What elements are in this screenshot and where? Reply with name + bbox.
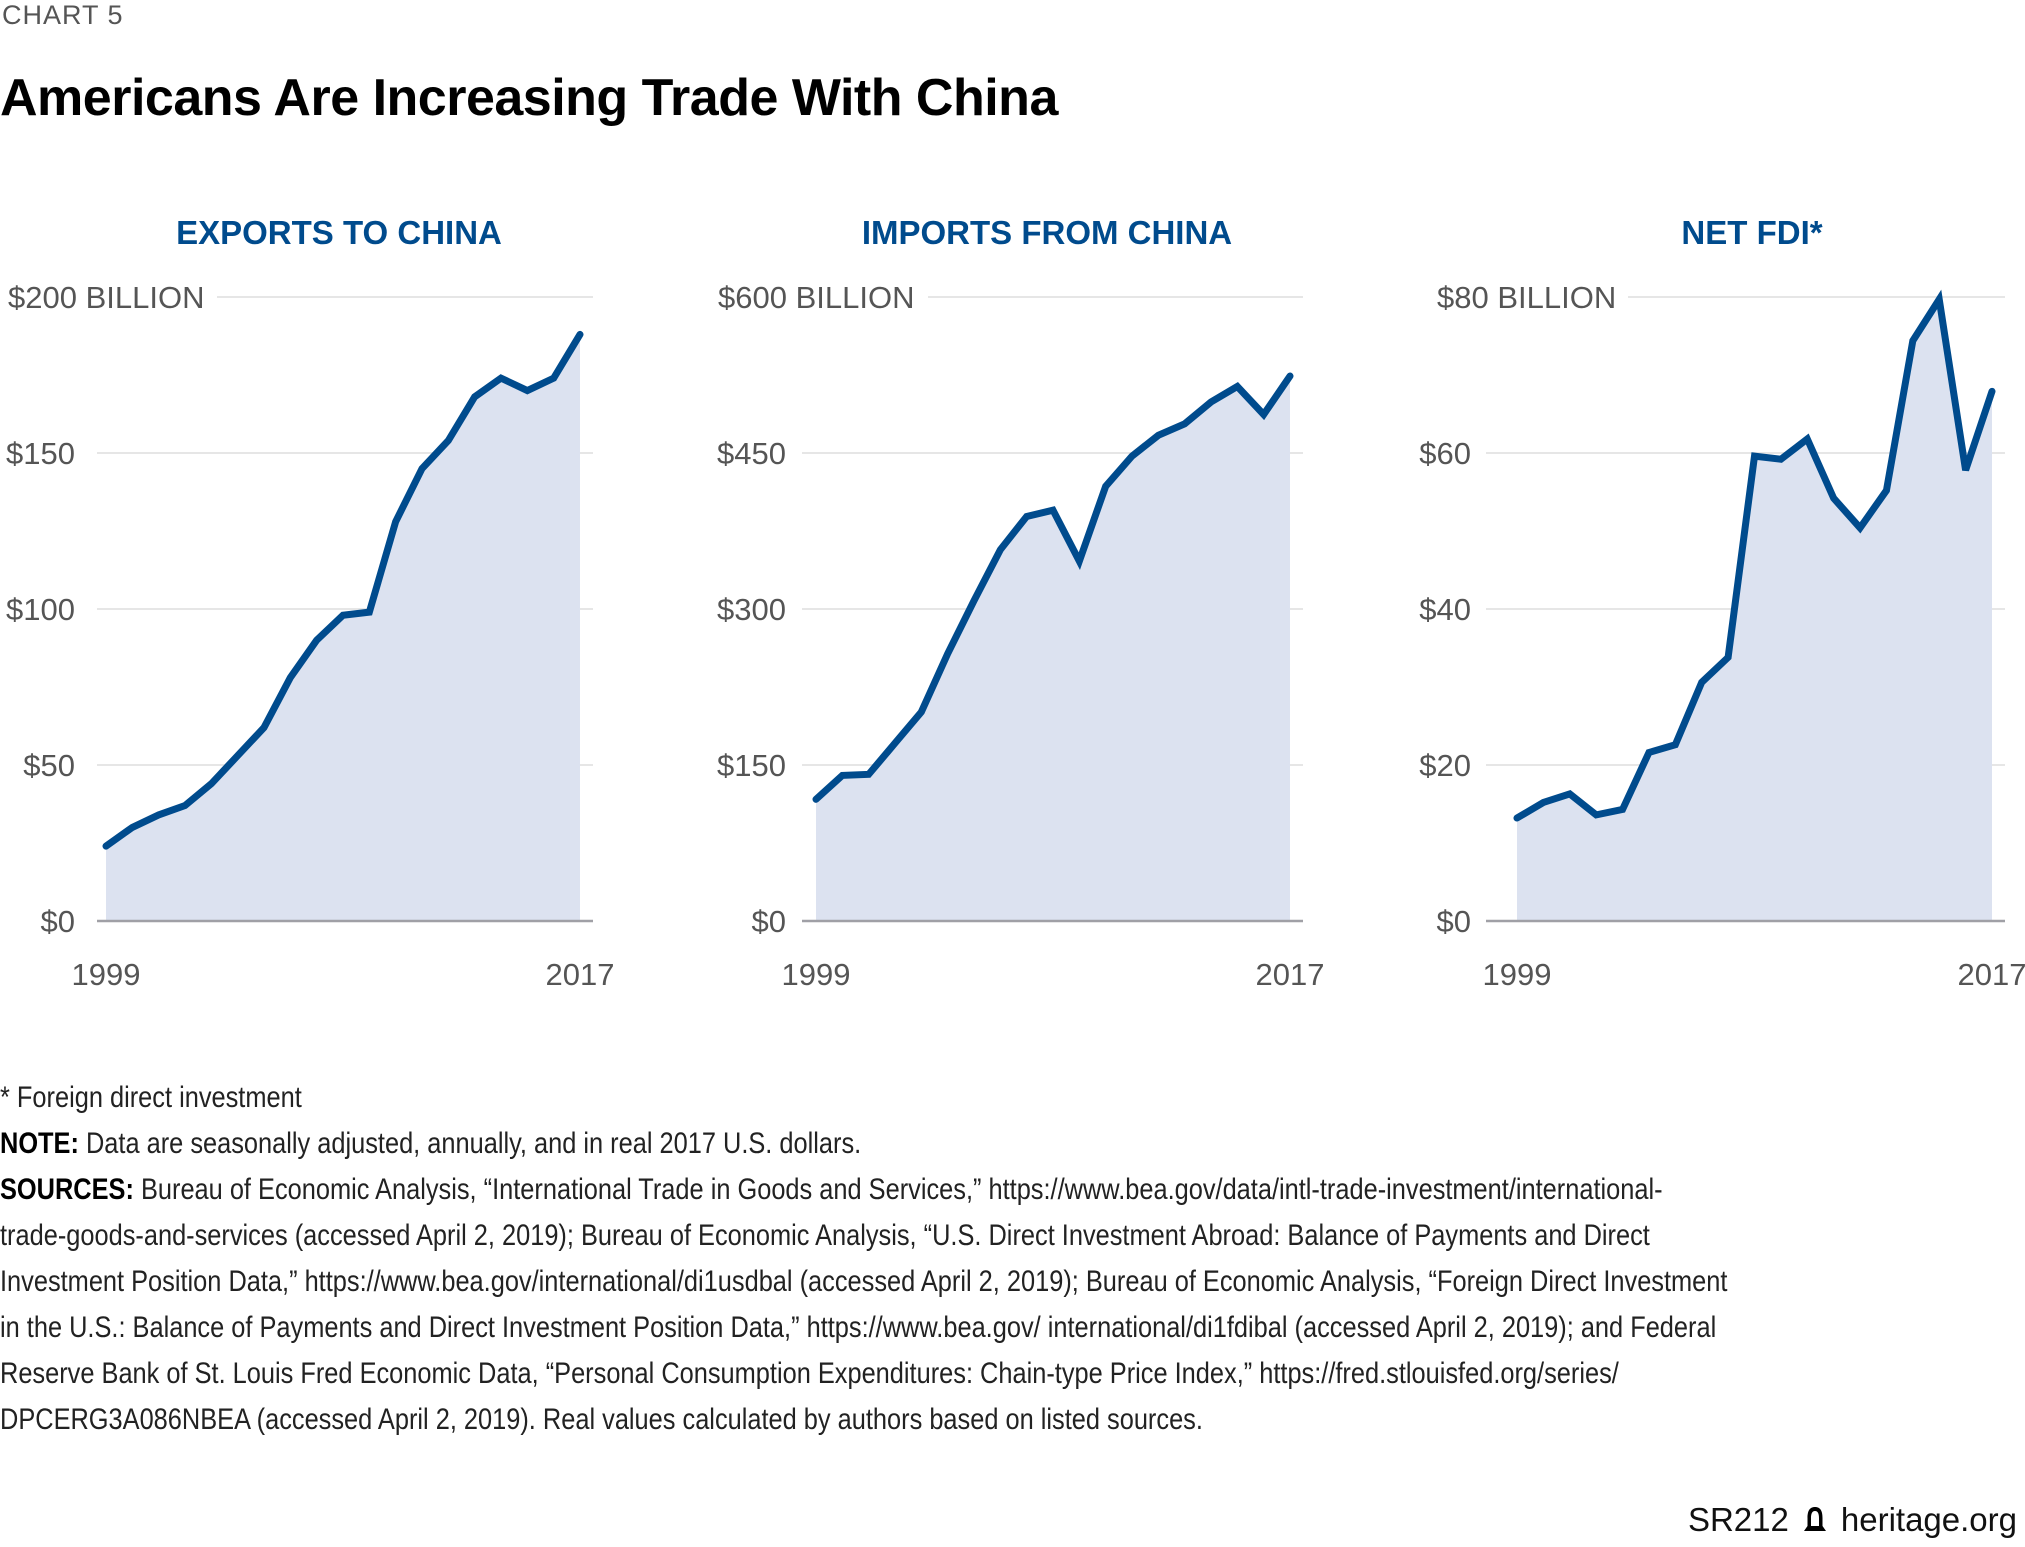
x-tick-label: 1999 [1483, 957, 1552, 992]
area-fill [106, 334, 580, 921]
sources-line-4: Reserve Bank of St. Louis Fred Economic … [0, 1357, 1619, 1390]
sources-line-0: SOURCES: Bureau of Economic Analysis, “I… [0, 1173, 1663, 1206]
x-tick-label: 2017 [546, 957, 615, 992]
area-fill [1517, 299, 1992, 922]
panel-title: IMPORTS FROM CHINA [862, 214, 1232, 251]
panel-exports: EXPORTS TO CHINA $0 $50 $100 $150 $200 BILLIO… [6, 214, 614, 992]
sources-line-5: DPCERG3A086NBEA (accessed April 2, 2019)… [0, 1403, 1203, 1436]
x-tick-label: 1999 [72, 957, 141, 992]
area-fill [816, 376, 1290, 921]
panel-title: NET FDI* [1681, 214, 1822, 251]
x-tick-label: 1999 [782, 957, 851, 992]
y-tick-label: $150 [6, 436, 75, 471]
x-tick-label: 2017 [1256, 957, 1325, 992]
sources-line-3: in the U.S.: Balance of Payments and Dir… [0, 1311, 1717, 1344]
note-label: NOTE: [0, 1127, 79, 1160]
site-link[interactable]: heritage.org [1840, 1501, 2017, 1538]
panel-imports: IMPORTS FROM CHINA $0 $150 $300 $450 $600 BIL… [717, 214, 1324, 992]
chart-kicker: CHART 5 [2, 0, 124, 30]
y-tick-label: $200 BILLION [8, 280, 204, 315]
report-id: SR212 [1687, 1501, 1789, 1538]
chart-title: Americans Are Increasing Trade With Chin… [0, 69, 1058, 127]
y-tick-label: $150 [717, 748, 786, 783]
chart-footer: * Foreign direct investment NOTE: Data a… [0, 1075, 2010, 1443]
footnote: * Foreign direct investment [0, 1081, 302, 1114]
sources-label: SOURCES: [0, 1173, 134, 1206]
y-tick-label: $0 [1437, 904, 1471, 939]
sources-line-1: trade-goods-and-services (accessed April… [0, 1219, 1650, 1252]
credit-line: SR212 heritage.org [1688, 1501, 2017, 1539]
y-tick-label: $50 [23, 748, 75, 783]
y-tick-label: $0 [752, 904, 786, 939]
y-tick-label: $60 [1419, 436, 1471, 471]
y-tick-label: $100 [6, 592, 75, 627]
y-tick-label: $600 BILLION [718, 280, 914, 315]
y-tick-label: $0 [41, 904, 75, 939]
note-text: Data are seasonally adjusted, annually, … [78, 1127, 862, 1160]
x-tick-label: 2017 [1958, 957, 2025, 992]
y-tick-label: $80 BILLION [1437, 280, 1616, 315]
y-tick-label: $20 [1419, 748, 1471, 783]
charts-canvas: EXPORTS TO CHINA $0 $50 $100 $150 $200 BILLIO… [6, 214, 2025, 992]
liberty-bell-icon [1803, 1507, 1826, 1531]
y-tick-label: $300 [717, 592, 786, 627]
sources-line-2: Investment Position Data,” https://www.b… [0, 1265, 1728, 1298]
note: NOTE: Data are seasonally adjusted, annu… [0, 1121, 2010, 1167]
y-tick-label: $450 [717, 436, 786, 471]
y-tick-label: $40 [1419, 592, 1471, 627]
panel-title: EXPORTS TO CHINA [176, 214, 502, 251]
panel-net-fdi: NET FDI* $0 $20 $40 $60 $80 BILLION 1999 2017 [1419, 214, 2025, 992]
